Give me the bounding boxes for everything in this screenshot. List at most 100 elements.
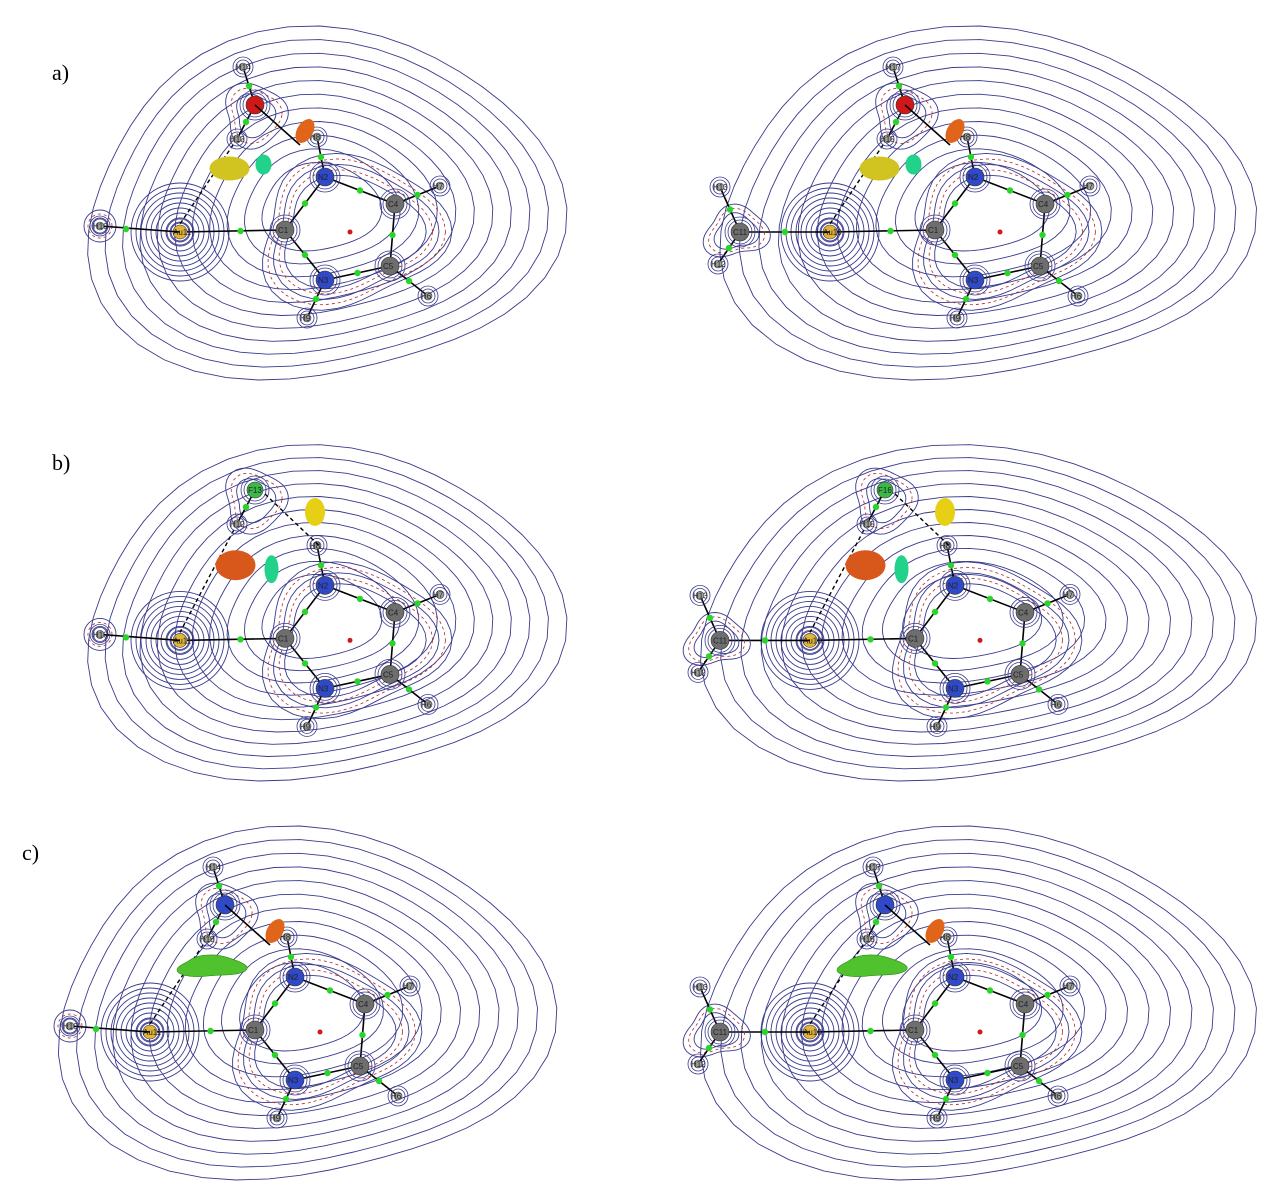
atom-n2-contour-1 — [959, 161, 991, 193]
atom-c5-contour-1 — [1004, 658, 1036, 690]
atom-au-contour-1 — [166, 626, 194, 654]
c-h-bond-critical-point — [317, 153, 325, 161]
atom-n3-label: N3 — [318, 684, 329, 693]
c-h-bond-critical-point — [312, 295, 320, 303]
atom-n2-label: N2 — [318, 581, 329, 590]
ring-bond-critical-point — [1019, 1031, 1026, 1039]
atom-au-label: Au11 — [173, 636, 192, 645]
atom-h12-label: H12 — [230, 520, 245, 529]
atom-h12 — [232, 519, 242, 529]
atom-h17-contour-1 — [862, 856, 884, 878]
atom-h10-label: H10 — [63, 1022, 78, 1031]
atom-h13 — [232, 134, 242, 144]
atom-n3-contour-1 — [939, 1064, 971, 1096]
atom-c4-label: C4 — [1018, 608, 1029, 617]
atom-c5 — [1010, 665, 1030, 684]
hydride-density-contour — [87, 621, 113, 647]
atom-h15 — [862, 934, 872, 944]
atom-c1-label: C1 — [908, 1026, 919, 1035]
ligand-density-contour — [855, 467, 919, 535]
x-h-bond-critical-point — [875, 882, 883, 890]
atom-c11-contour-2 — [707, 1019, 733, 1045]
ring-bond-critical-point — [931, 608, 939, 616]
x-h-bond-critical-point — [212, 918, 220, 926]
au-c-bond — [809, 637, 916, 642]
c-h-bond-critical-point — [705, 653, 713, 660]
atom-h6 — [423, 291, 433, 301]
atom-c5-label: C5 — [353, 1062, 364, 1071]
x-h-bond-critical-point — [872, 503, 880, 511]
atom-h10 — [65, 1021, 75, 1031]
ring-bond-critical-point — [359, 1031, 366, 1039]
atom-h14-contour-1 — [232, 56, 254, 78]
atom-c11 — [730, 222, 750, 242]
atom-h6-contour-1 — [417, 693, 439, 715]
ring-density-contour — [237, 958, 416, 1106]
f-h8-interaction — [894, 493, 952, 548]
atom-n3-contour-2 — [942, 675, 968, 701]
density-contour — [914, 162, 1050, 252]
density-contour — [821, 907, 1128, 1104]
au-h-bond-critical-point — [122, 634, 130, 641]
ring-bond-critical-point — [984, 678, 991, 685]
ring-critical-point — [347, 229, 353, 235]
atom-h8-label: H8 — [310, 541, 321, 550]
au-c-bond-critical-point — [207, 1027, 214, 1035]
atom-h8-label: H8 — [940, 933, 951, 942]
ring-bond-critical-point — [986, 987, 994, 994]
atom-h17 — [888, 62, 898, 72]
atom-h6-contour-1 — [1047, 1085, 1069, 1107]
nci-isosurface-orange — [945, 119, 965, 143]
ring-bond-critical-point — [931, 660, 939, 667]
atom-n3-contour-1 — [309, 672, 341, 704]
atom-h7-label: H7 — [433, 182, 444, 191]
nci-isosurface-orange — [845, 550, 886, 581]
atom-h12-contour-1 — [707, 253, 729, 275]
au-c-methyl-bond-critical-point — [761, 637, 769, 644]
au-c-methyl-bond-critical-point — [781, 228, 789, 236]
c-h-bond-critical-point — [1044, 991, 1051, 999]
au-h-bond — [69, 1025, 151, 1033]
nci-isosurface-yellow — [209, 156, 250, 181]
ligand-density-contour — [206, 893, 247, 939]
gold-density-contour — [130, 182, 230, 282]
ligand-density-contour — [855, 882, 919, 950]
density-contour — [836, 107, 1133, 304]
atom-h9 — [952, 313, 962, 323]
density-contour — [209, 535, 438, 696]
atom-h14-label: H14 — [206, 863, 221, 872]
atom-n3-contour-2 — [312, 675, 338, 701]
density-contour — [244, 560, 401, 672]
atom-h6-contour-1 — [1047, 693, 1069, 715]
nci-isosurface-yellow — [859, 156, 900, 181]
atom-h6 — [1053, 700, 1063, 709]
atom-h10 — [95, 221, 105, 231]
au-c-bond — [829, 229, 936, 233]
atom-h15-contour-1 — [856, 928, 878, 950]
atom-c5-contour-2 — [347, 1053, 373, 1079]
atom-c11-label: C11 — [713, 636, 728, 645]
c-h-bond-critical-point — [942, 704, 950, 711]
density-contour — [841, 921, 1107, 1091]
atom-h6 — [423, 700, 433, 709]
au-c-methyl-bond-critical-point — [761, 1028, 769, 1036]
atom-h10-contour-2 — [92, 626, 108, 642]
gold-density-contour — [105, 987, 195, 1077]
atom-n3-contour-2 — [312, 267, 338, 293]
atom-c11-label: C11 — [733, 228, 748, 237]
c-h-bond-critical-point — [967, 153, 975, 161]
methyl-density-contour — [682, 612, 751, 666]
atom-au-label: Au11 — [143, 1028, 162, 1037]
atom-h8 — [312, 541, 322, 550]
c-h-bond-critical-point — [414, 600, 421, 607]
atom-c1-contour-2 — [242, 1017, 268, 1043]
au-h-interaction — [809, 938, 868, 1025]
atom-h7 — [1065, 981, 1075, 991]
c-h-bond-critical-point — [384, 991, 391, 999]
methyl-density-contour — [693, 1012, 740, 1050]
au-h-bond — [99, 633, 181, 642]
atom-c5-contour-1 — [344, 1050, 376, 1082]
atom-au-label: Au10 — [803, 1028, 822, 1037]
atom-f13-label: F13 — [248, 486, 262, 495]
density-contour — [244, 148, 401, 265]
